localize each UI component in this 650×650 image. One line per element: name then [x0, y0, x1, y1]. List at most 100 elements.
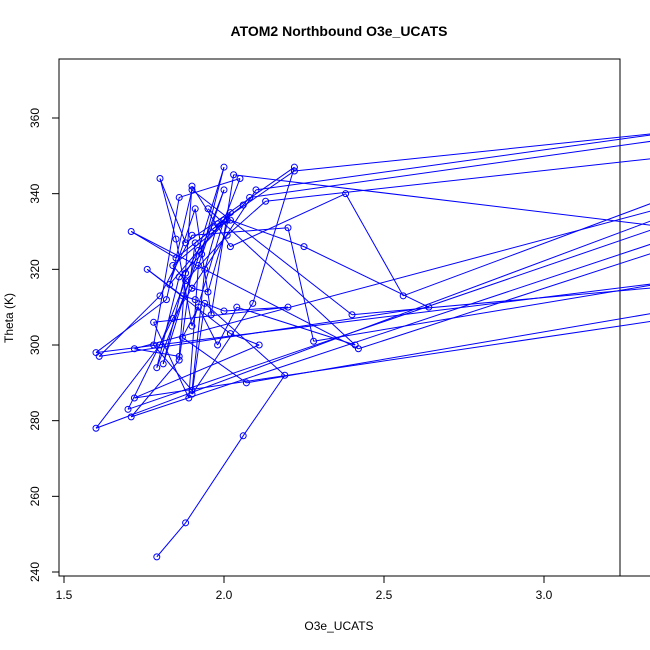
data-point	[175, 356, 183, 364]
data-point	[210, 224, 218, 232]
data-point	[226, 209, 234, 217]
data-point	[169, 315, 177, 323]
data-point	[166, 280, 174, 288]
series-segment	[159, 178, 187, 244]
data-point	[191, 296, 199, 304]
series-segment	[153, 322, 190, 399]
series-segment	[95, 220, 650, 429]
series-segment	[185, 435, 244, 524]
data-point	[252, 186, 260, 194]
y-tick-label: 360	[28, 108, 42, 128]
data-point	[188, 182, 196, 190]
data-point	[230, 171, 238, 179]
series-segment	[130, 231, 359, 350]
data-point	[201, 299, 209, 307]
data-point	[127, 228, 135, 235]
data-point	[175, 193, 183, 201]
series-segment	[127, 229, 650, 410]
series-segment	[233, 174, 650, 226]
series-segment	[95, 283, 650, 354]
data-point	[191, 205, 199, 213]
y-tick-label: 300	[28, 335, 42, 355]
data-point	[153, 553, 161, 561]
series-segment	[181, 306, 199, 338]
data-point	[342, 190, 350, 198]
data-point	[182, 269, 190, 277]
data-point	[399, 292, 407, 300]
data-point	[348, 311, 356, 319]
series-segment	[358, 253, 650, 350]
data-point	[188, 186, 196, 194]
data-point	[284, 303, 292, 311]
data-point	[188, 322, 196, 330]
series-segment	[351, 287, 650, 316]
data-point	[220, 307, 228, 315]
data-point	[262, 197, 270, 205]
series-segment	[134, 210, 650, 350]
data-point	[284, 224, 292, 232]
series-segment	[156, 522, 186, 558]
data-point	[172, 235, 180, 243]
data-point	[182, 277, 190, 285]
data-point	[175, 273, 183, 281]
data-point	[191, 239, 199, 247]
y-tick-label: 340	[28, 183, 42, 203]
data-point	[223, 216, 231, 224]
series-segment	[194, 208, 212, 315]
series-segment	[242, 197, 250, 206]
data-point	[201, 265, 209, 273]
data-point	[281, 371, 289, 379]
data-point	[156, 292, 164, 300]
data-point	[153, 364, 161, 372]
x-tick-label: 3.0	[536, 588, 553, 602]
series-segment	[226, 200, 266, 236]
data-point	[178, 292, 186, 300]
data-point	[182, 519, 190, 527]
series-segment	[201, 167, 225, 255]
data-point	[182, 239, 190, 247]
series-segment	[98, 295, 161, 357]
series-segment	[197, 306, 219, 346]
series-segment	[230, 219, 305, 248]
data-point	[236, 175, 244, 183]
data-point	[143, 265, 151, 273]
series-segment	[156, 276, 180, 368]
data-point	[156, 175, 164, 183]
data-point	[290, 163, 298, 171]
data-point	[130, 345, 138, 353]
series-segment	[185, 250, 199, 274]
series-segment	[230, 333, 260, 346]
series-segment	[345, 193, 404, 297]
data-point	[172, 254, 180, 262]
series-segment	[178, 186, 193, 357]
data-point	[239, 432, 247, 440]
data-point	[239, 201, 247, 209]
data-point	[194, 303, 202, 311]
y-tick-label: 320	[28, 259, 42, 279]
series-segment	[156, 189, 225, 368]
series-segment	[236, 306, 356, 346]
x-axis: 1.52.02.53.03.54.04.5	[56, 575, 650, 602]
data-point	[188, 386, 196, 394]
data-point	[156, 341, 164, 349]
data-point	[226, 216, 234, 224]
series-segment	[287, 227, 315, 342]
series-segment	[303, 246, 430, 308]
series-segment	[249, 140, 650, 198]
data-point	[204, 288, 212, 296]
data-point	[214, 341, 222, 349]
data-point	[249, 299, 257, 307]
data-point	[130, 394, 138, 402]
series-segment	[162, 167, 225, 365]
series-segment	[130, 231, 177, 259]
data-point	[233, 303, 241, 311]
series-segment	[204, 223, 219, 270]
series-segment	[95, 344, 161, 429]
data-point	[124, 405, 132, 413]
data-point	[242, 379, 250, 387]
data-point	[162, 296, 170, 304]
data-point	[194, 246, 202, 254]
y-tick-label: 280	[28, 410, 42, 430]
series-segment	[191, 269, 206, 391]
